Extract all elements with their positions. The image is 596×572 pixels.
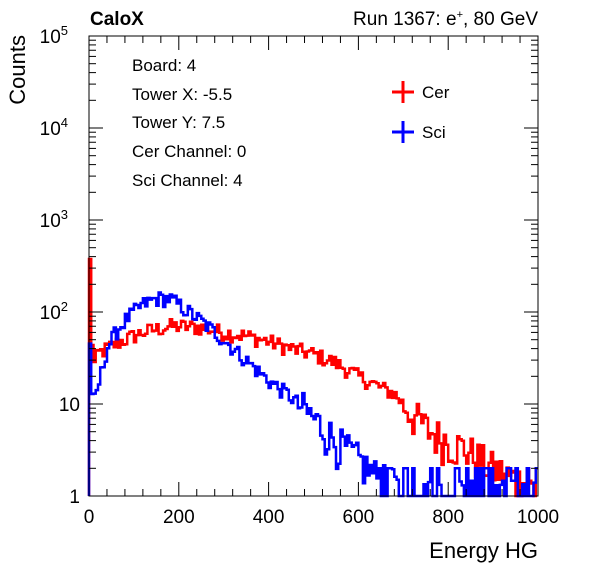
info-line-tower-y: Tower Y: 7.5 xyxy=(132,113,225,132)
x-tick-label: 800 xyxy=(432,507,464,528)
plot-frame xyxy=(88,35,539,497)
y-tick-label: 1 xyxy=(69,487,80,508)
info-line-sci-channel: Sci Channel: 4 xyxy=(132,171,243,190)
y-tick-label: 105 xyxy=(40,23,68,48)
x-tick-label: 0 xyxy=(84,507,95,528)
info-line-board: Board: 4 xyxy=(132,56,196,75)
legend-entry-cer: Cer xyxy=(392,81,450,103)
y-tick-label: 10 xyxy=(59,395,80,416)
info-line-tower-x: Tower X: -5.5 xyxy=(132,85,232,104)
series-sci-line xyxy=(87,291,538,498)
info-box: Board: 4 Tower X: -5.5 Tower Y: 7.5 Cer … xyxy=(132,56,246,190)
series-cer-line xyxy=(87,257,538,498)
y-axis-title: Counts xyxy=(5,35,30,105)
legend-label-sci: Sci xyxy=(422,123,446,142)
x-tick-label: 600 xyxy=(343,507,375,528)
x-axis-title: Energy HG xyxy=(429,538,538,563)
run-label: Run 1367: e+, 80 GeV xyxy=(353,9,538,30)
legend-label-cer: Cer xyxy=(422,83,450,102)
x-tick-label: 200 xyxy=(163,507,195,528)
info-line-cer-channel: Cer Channel: 0 xyxy=(132,142,246,161)
experiment-label: CaloX xyxy=(90,9,144,30)
x-tick-label: 400 xyxy=(253,507,285,528)
y-tick-label: 104 xyxy=(40,115,68,140)
y-tick-label: 103 xyxy=(40,207,68,232)
axes-layer: 0 200 400 600 800 1000 1 10 102 103 104 105 xyxy=(40,23,560,528)
x-tick-label: 1000 xyxy=(517,507,559,528)
legend-entry-sci: Sci xyxy=(392,121,446,143)
legend: Cer Sci xyxy=(392,81,450,143)
y-tick-label: 102 xyxy=(40,299,68,324)
series-layer xyxy=(87,257,538,498)
